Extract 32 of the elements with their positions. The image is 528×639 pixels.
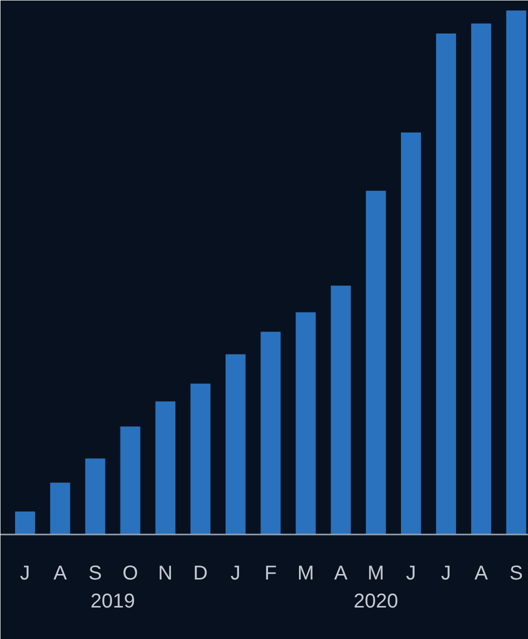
x-tick-label: M	[297, 562, 314, 584]
bar	[226, 354, 246, 534]
x-tick-label: D	[193, 562, 208, 584]
bar	[296, 312, 316, 534]
bar	[50, 482, 70, 534]
bar	[471, 24, 492, 534]
x-tick-label: J	[20, 562, 30, 584]
x-tick-label: J	[441, 562, 452, 584]
x-tick-label: S	[88, 562, 102, 584]
x-tick-label: O	[122, 562, 138, 584]
x-tick-label: A	[474, 562, 488, 584]
bar	[330, 286, 351, 534]
bar	[190, 384, 210, 534]
bar	[85, 458, 106, 534]
text: 2019	[90, 590, 136, 612]
x-tick-label: F	[264, 562, 277, 584]
x-tick-label: A	[334, 562, 348, 584]
bar	[506, 10, 526, 534]
x-tick-label: N	[158, 562, 173, 584]
x-tick-label: J	[230, 562, 241, 584]
text: 2020	[354, 590, 398, 612]
bar	[120, 426, 140, 534]
bar	[366, 190, 386, 534]
x-tick-label: M	[368, 562, 384, 584]
x-tick-label: S	[510, 562, 523, 584]
bar	[436, 34, 456, 534]
x-tick-label: A	[53, 562, 68, 584]
bar	[15, 511, 36, 534]
bar	[155, 401, 176, 534]
bar	[260, 332, 281, 534]
x-tick-label: J	[406, 562, 416, 584]
bar	[400, 132, 421, 534]
